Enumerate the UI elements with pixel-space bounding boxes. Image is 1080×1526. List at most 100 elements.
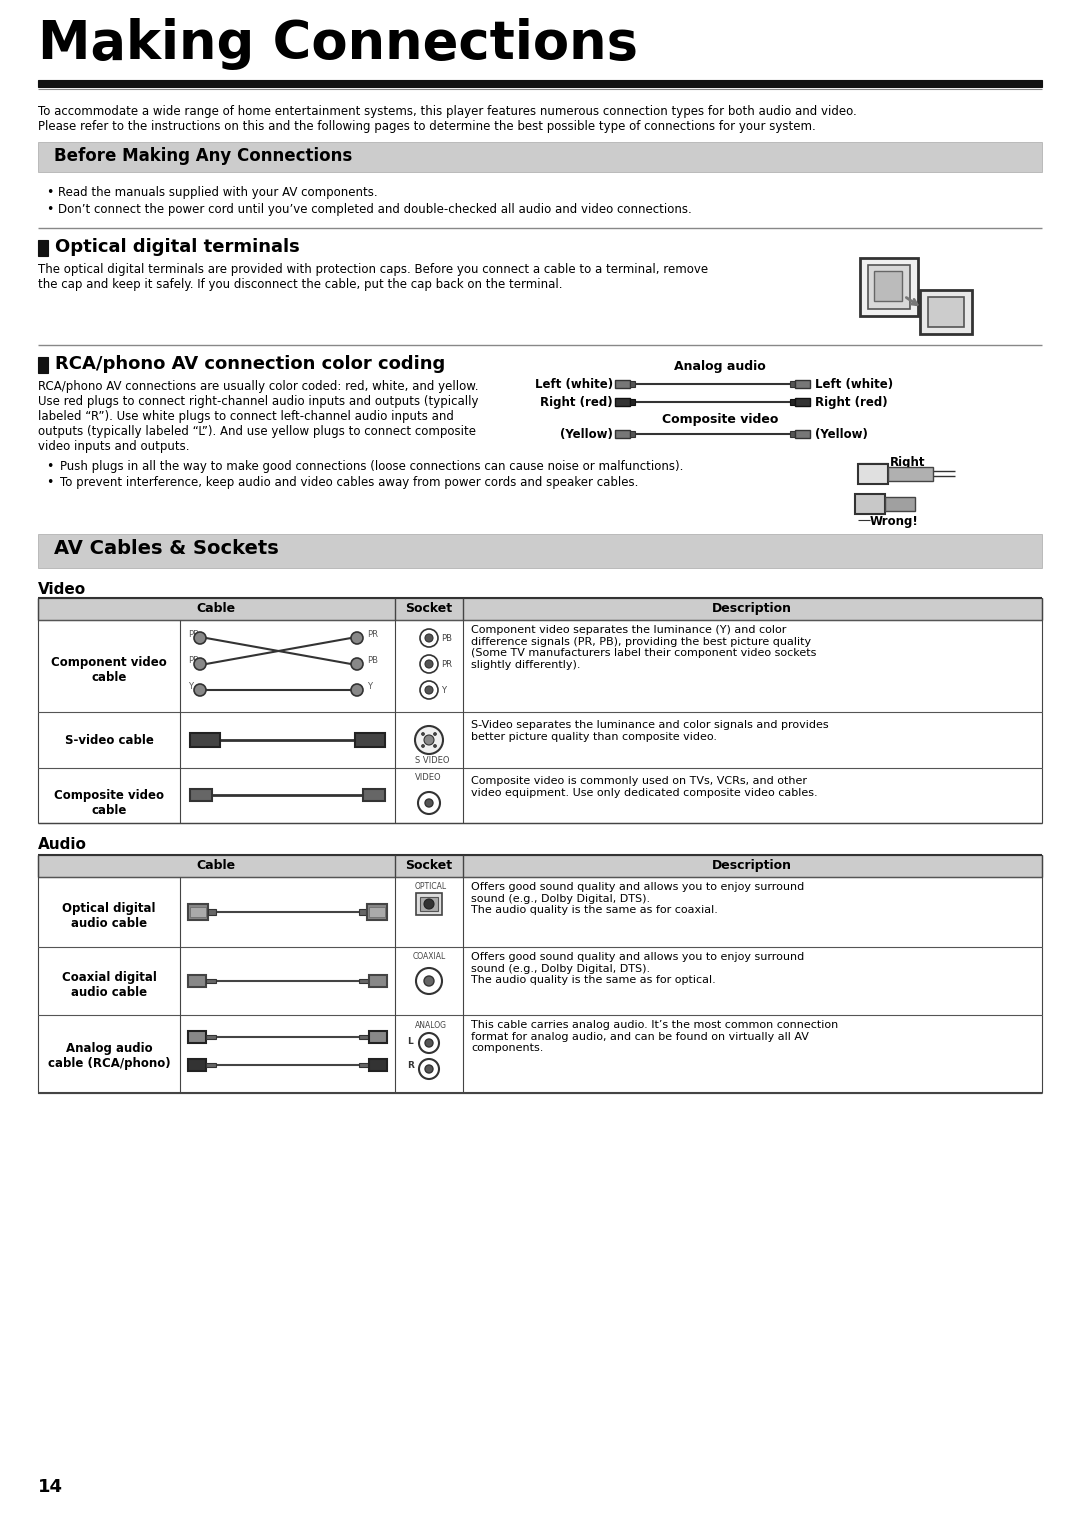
Text: S-Video separates the luminance and color signals and provides
better picture qu: S-Video separates the luminance and colo…: [471, 720, 828, 742]
Circle shape: [194, 684, 206, 696]
Circle shape: [420, 655, 438, 673]
Text: Left (white): Left (white): [535, 378, 613, 391]
Circle shape: [426, 661, 433, 668]
Bar: [38, 855, 1042, 877]
Text: Making Connections: Making Connections: [38, 18, 638, 70]
Text: Optical digital terminals: Optical digital terminals: [55, 238, 300, 256]
Text: (Yellow): (Yellow): [561, 427, 613, 441]
Text: COAXIAL: COAXIAL: [413, 952, 446, 961]
Text: L: L: [407, 1038, 413, 1045]
Text: To accommodate a wide range of home entertainment systems, this player features : To accommodate a wide range of home ente…: [38, 105, 856, 118]
Text: OPTICAL: OPTICAL: [415, 882, 447, 891]
Text: R: R: [407, 1061, 414, 1070]
Text: (Yellow): (Yellow): [815, 427, 868, 441]
Bar: [369, 1059, 387, 1071]
Bar: [188, 903, 208, 920]
Bar: [355, 732, 384, 748]
Text: The optical digital terminals are provided with protection caps. Before you conn: The optical digital terminals are provid…: [38, 262, 708, 276]
Text: PR: PR: [367, 630, 378, 639]
Text: Before Making Any Connections: Before Making Any Connections: [54, 146, 352, 165]
Text: PR: PR: [188, 656, 199, 665]
Text: Composite video
cable: Composite video cable: [54, 789, 164, 816]
Circle shape: [419, 1059, 438, 1079]
Text: •: •: [46, 203, 53, 217]
Bar: [789, 382, 795, 388]
Bar: [359, 909, 367, 916]
Text: Optical digital
audio cable: Optical digital audio cable: [63, 902, 156, 929]
Circle shape: [421, 745, 424, 748]
Bar: [855, 494, 885, 514]
Text: PB: PB: [188, 630, 199, 639]
Bar: [38, 240, 48, 256]
Text: Socket: Socket: [405, 859, 453, 871]
Text: Offers good sound quality and allows you to enjoy surround
sound (e.g., Dolby Di: Offers good sound quality and allows you…: [471, 882, 805, 916]
Bar: [188, 1059, 206, 1071]
Text: Component video
cable: Component video cable: [51, 656, 167, 684]
Text: S-video cable: S-video cable: [65, 734, 153, 748]
Circle shape: [433, 732, 436, 736]
Circle shape: [426, 1065, 433, 1073]
Text: RCA/phono AV connections are usually color coded: red, white, and yellow.
Use re: RCA/phono AV connections are usually col…: [38, 380, 478, 453]
Bar: [795, 380, 810, 388]
Bar: [416, 893, 442, 916]
Bar: [369, 906, 384, 917]
Circle shape: [426, 1039, 433, 1047]
Bar: [38, 357, 48, 372]
Text: PB: PB: [441, 633, 453, 642]
Text: Description: Description: [712, 859, 792, 871]
Bar: [206, 980, 216, 983]
Text: Coaxial digital
audio cable: Coaxial digital audio cable: [62, 971, 157, 1000]
Text: Component video separates the luminance (Y) and color
difference signals (PR, PB: Component video separates the luminance …: [471, 626, 816, 670]
Bar: [630, 398, 635, 404]
Circle shape: [424, 736, 434, 745]
Text: Right (red): Right (red): [540, 397, 613, 409]
Text: Right: Right: [890, 456, 926, 468]
Text: •: •: [46, 476, 53, 488]
Circle shape: [426, 800, 433, 807]
Bar: [359, 980, 369, 983]
Text: S VIDEO: S VIDEO: [415, 755, 449, 765]
Circle shape: [426, 633, 433, 642]
Text: Y: Y: [441, 687, 446, 694]
Bar: [630, 382, 635, 388]
Text: Analog audio: Analog audio: [674, 360, 766, 372]
Text: Socket: Socket: [405, 601, 453, 615]
Bar: [885, 497, 915, 511]
Bar: [920, 290, 972, 334]
Bar: [367, 903, 387, 920]
Bar: [359, 1064, 369, 1067]
Bar: [795, 430, 810, 438]
Circle shape: [418, 792, 440, 813]
Text: VIDEO: VIDEO: [415, 774, 442, 781]
Bar: [858, 464, 888, 484]
Bar: [190, 789, 212, 801]
Bar: [359, 1035, 369, 1039]
Bar: [206, 1064, 216, 1067]
Text: Audio: Audio: [38, 836, 86, 852]
Circle shape: [194, 632, 206, 644]
Bar: [630, 430, 635, 436]
Text: Y: Y: [367, 682, 372, 691]
Text: Read the manuals supplied with your AV components.: Read the manuals supplied with your AV c…: [58, 186, 378, 198]
Text: ANALOG: ANALOG: [415, 1021, 447, 1030]
Text: Video: Video: [38, 581, 86, 597]
Text: Description: Description: [712, 601, 792, 615]
Text: RCA/phono AV connection color coding: RCA/phono AV connection color coding: [55, 356, 445, 372]
Circle shape: [351, 658, 363, 670]
Bar: [38, 79, 1042, 87]
Text: Right (red): Right (red): [815, 397, 888, 409]
Circle shape: [424, 899, 434, 909]
Circle shape: [415, 726, 443, 754]
Text: Left (white): Left (white): [815, 378, 893, 391]
Circle shape: [424, 977, 434, 986]
Text: 14: 14: [38, 1479, 63, 1495]
Text: To prevent interference, keep audio and video cables away from power cords and s: To prevent interference, keep audio and …: [60, 476, 638, 488]
Text: This cable carries analog audio. It’s the most common connection
format for anal: This cable carries analog audio. It’s th…: [471, 1019, 838, 1053]
Circle shape: [433, 745, 436, 748]
Text: Push plugs in all the way to make good connections (loose connections can cause : Push plugs in all the way to make good c…: [60, 459, 684, 473]
Bar: [795, 398, 810, 406]
Bar: [38, 142, 1042, 172]
Bar: [38, 534, 1042, 568]
Text: Y: Y: [188, 682, 193, 691]
Bar: [789, 430, 795, 436]
